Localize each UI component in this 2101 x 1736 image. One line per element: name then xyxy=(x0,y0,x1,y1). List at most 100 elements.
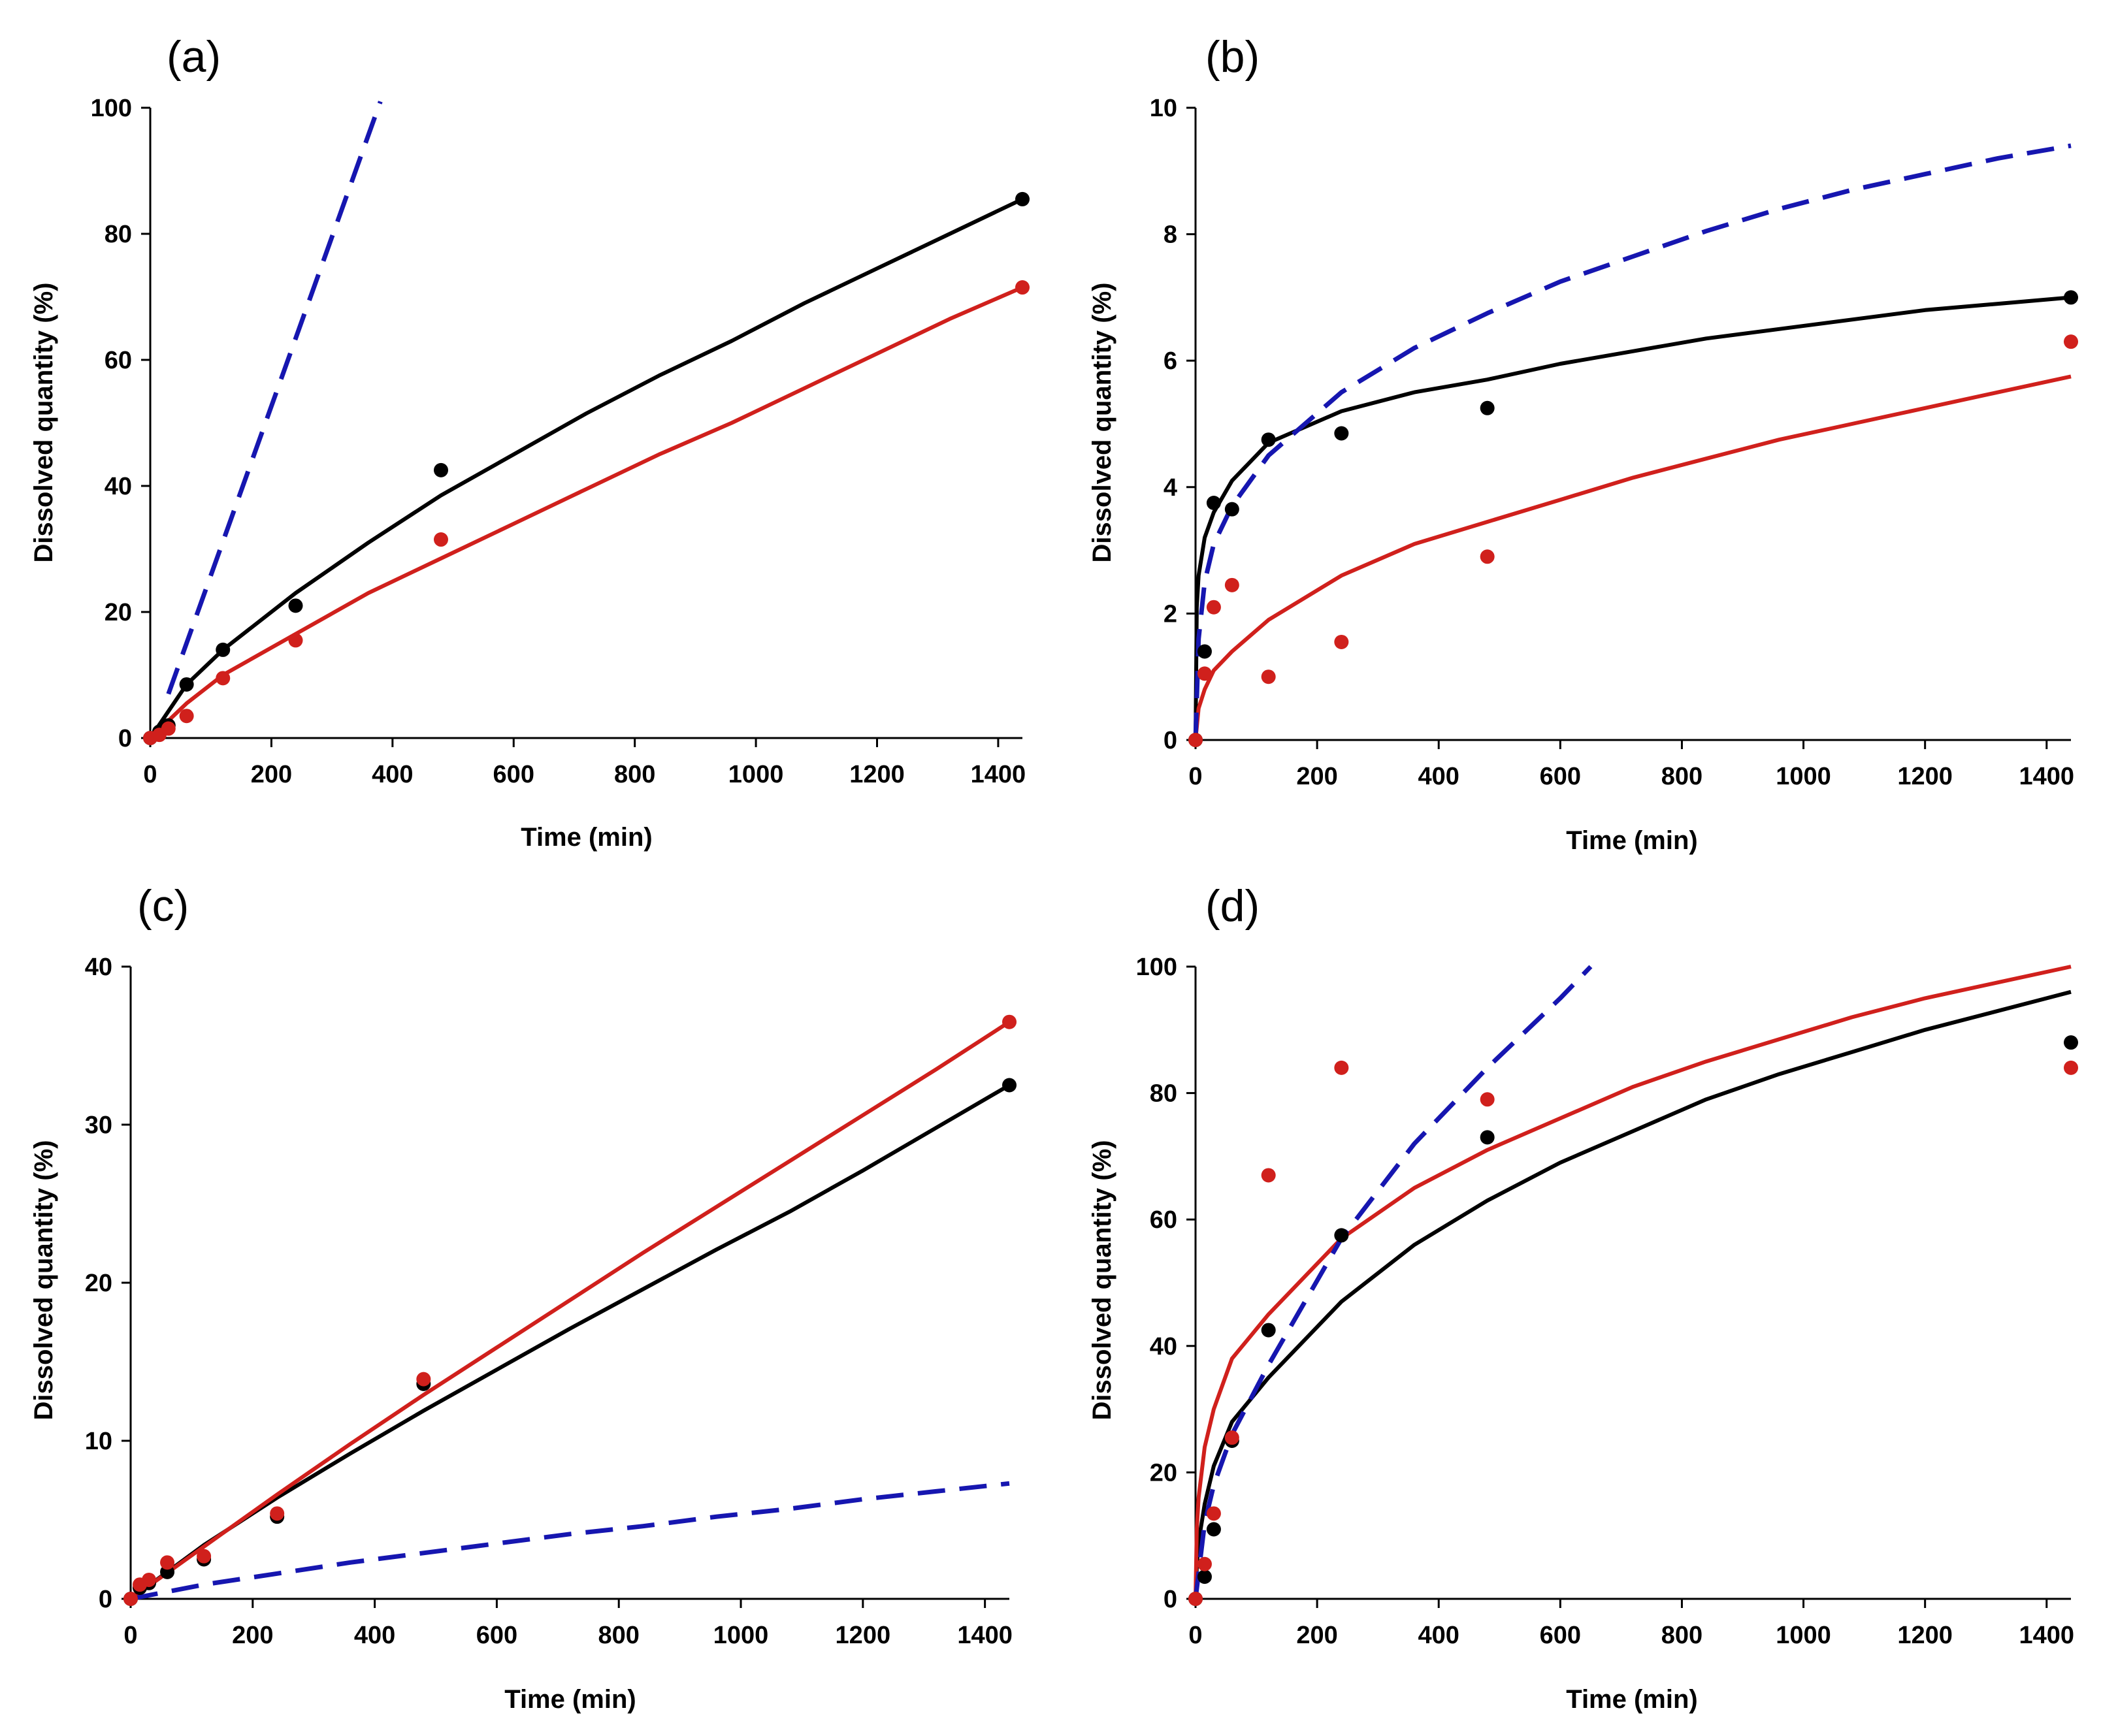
x-tick-label-b: 1400 xyxy=(2019,763,2075,790)
red-fit-line-a xyxy=(148,285,1024,740)
red-data-point-d xyxy=(1224,1430,1239,1445)
red-data-point-d xyxy=(1480,1092,1495,1107)
red-data-point-c xyxy=(197,1549,212,1564)
black-fit-line-d xyxy=(1194,989,2072,1599)
y-tick-label-d: 20 xyxy=(1150,1459,1177,1487)
x-tick-label-b: 400 xyxy=(1418,763,1459,790)
y-tick-label-d: 100 xyxy=(1136,954,1177,981)
x-tick-label-a: 600 xyxy=(493,761,534,788)
black-data-point-b xyxy=(1197,644,1212,659)
black-data-point-b xyxy=(1224,502,1239,517)
chart-panel-a: (a) Time (min) Dissolved quantity (%) 0 2… xyxy=(29,32,1030,852)
red-data-point-b xyxy=(1480,549,1495,564)
red-data-point-c xyxy=(142,1572,157,1587)
black-data-point-d xyxy=(2064,1035,2078,1050)
red-data-point-d xyxy=(1334,1060,1349,1075)
red-data-point-a xyxy=(216,671,231,686)
panel-label-a: (a) xyxy=(167,32,221,82)
panel-label-c: (c) xyxy=(137,881,189,931)
red-data-point-c xyxy=(160,1555,175,1570)
x-tick-label-a: 400 xyxy=(372,761,413,788)
blue-dashed-line-d xyxy=(1193,965,1593,1599)
y-tick-label-d: 0 xyxy=(1164,1586,1177,1613)
x-tick-label-b: 0 xyxy=(1188,763,1202,790)
black-fit-line-c xyxy=(129,1083,1011,1601)
x-tick-label-c: 200 xyxy=(232,1622,273,1649)
y-tick-label-b: 6 xyxy=(1164,347,1177,375)
x-axis-title-c: Time (min) xyxy=(504,1685,636,1714)
x-axis-title-a: Time (min) xyxy=(521,823,653,852)
x-tick-label-c: 1000 xyxy=(713,1622,769,1649)
red-data-point-a xyxy=(434,532,448,547)
x-tick-label-d: 200 xyxy=(1296,1622,1337,1649)
black-data-point-b xyxy=(1334,426,1349,441)
x-tick-label-c: 0 xyxy=(123,1622,137,1649)
red-data-point-d xyxy=(1206,1506,1221,1521)
y-tick-label-b: 2 xyxy=(1164,600,1177,628)
black-data-point-d xyxy=(1480,1130,1495,1145)
x-tick-label-a: 1400 xyxy=(971,761,1026,788)
black-data-point-a xyxy=(434,462,448,477)
chart-panel-d: (d) Time (min) Dissolved quantity (%) 0 2… xyxy=(1088,881,2078,1714)
x-axis-title-d: Time (min) xyxy=(1566,1685,1698,1714)
blue-dashed-line-b xyxy=(1193,143,2072,741)
x-tick-label-a: 800 xyxy=(614,761,655,788)
black-data-point-b xyxy=(2064,290,2078,305)
x-tick-label-c: 400 xyxy=(354,1622,395,1649)
x-tick-label-c: 600 xyxy=(476,1622,517,1649)
y-tick-label-a: 60 xyxy=(105,347,132,374)
blue-dashed-line-a xyxy=(166,101,383,695)
black-data-point-a xyxy=(1015,191,1030,206)
y-tick-label-c: 10 xyxy=(85,1428,112,1455)
black-data-point-c xyxy=(1002,1078,1017,1093)
y-tick-label-c: 40 xyxy=(85,954,112,981)
y-axis-title-b: Dissolved quantity (%) xyxy=(1088,283,1116,563)
red-data-point-a xyxy=(1015,280,1030,295)
red-data-point-b xyxy=(2064,334,2078,349)
black-data-point-b xyxy=(1480,400,1495,415)
y-tick-label-a: 0 xyxy=(118,725,132,752)
x-tick-label-b: 1200 xyxy=(1897,763,1953,790)
y-tick-label-a: 100 xyxy=(91,95,132,122)
x-tick-label-d: 1400 xyxy=(2019,1622,2075,1649)
black-data-point-b xyxy=(1206,496,1221,510)
x-tick-label-a: 0 xyxy=(143,761,157,788)
red-data-point-d xyxy=(1197,1556,1212,1571)
y-axis-title-a: Dissolved quantity (%) xyxy=(29,283,58,563)
x-tick-label-d: 600 xyxy=(1540,1622,1581,1649)
y-tick-label-b: 4 xyxy=(1164,474,1177,502)
black-data-point-b xyxy=(1261,432,1276,447)
red-data-point-b xyxy=(1224,577,1239,592)
red-data-point-d xyxy=(1188,1592,1203,1606)
x-tick-label-b: 800 xyxy=(1661,763,1702,790)
chart-panel-c: (c) Time (min) Dissolved quantity (%) 0 2… xyxy=(29,881,1017,1714)
black-fit-line-b xyxy=(1194,295,2072,741)
red-data-point-b xyxy=(1197,666,1212,681)
y-tick-label-c: 20 xyxy=(85,1270,112,1297)
red-data-point-b xyxy=(1206,600,1221,615)
red-fit-line-d xyxy=(1194,965,2072,1599)
panel-label-d: (d) xyxy=(1205,881,1260,931)
y-tick-label-a: 20 xyxy=(105,599,132,626)
black-data-point-d xyxy=(1206,1522,1221,1537)
red-data-point-b xyxy=(1188,733,1203,747)
y-tick-label-a: 80 xyxy=(105,221,132,248)
blue-dashed-line-c xyxy=(130,1481,1010,1601)
x-tick-label-b: 600 xyxy=(1540,763,1581,790)
black-data-point-a xyxy=(179,677,194,692)
x-tick-label-d: 400 xyxy=(1418,1622,1459,1649)
black-data-point-a xyxy=(216,642,231,657)
y-tick-label-c: 30 xyxy=(85,1112,112,1139)
black-data-point-a xyxy=(288,598,303,613)
x-tick-label-d: 800 xyxy=(1661,1622,1702,1649)
red-data-point-b xyxy=(1334,634,1349,649)
x-tick-label-c: 1400 xyxy=(957,1622,1013,1649)
x-tick-label-d: 1000 xyxy=(1776,1622,1831,1649)
black-data-point-d xyxy=(1197,1569,1212,1584)
red-data-point-d xyxy=(1261,1168,1276,1183)
y-axis-title-d: Dissolved quantity (%) xyxy=(1088,1140,1116,1421)
y-tick-label-d: 40 xyxy=(1150,1333,1177,1360)
y-axis-title-c: Dissolved quantity (%) xyxy=(29,1140,58,1421)
